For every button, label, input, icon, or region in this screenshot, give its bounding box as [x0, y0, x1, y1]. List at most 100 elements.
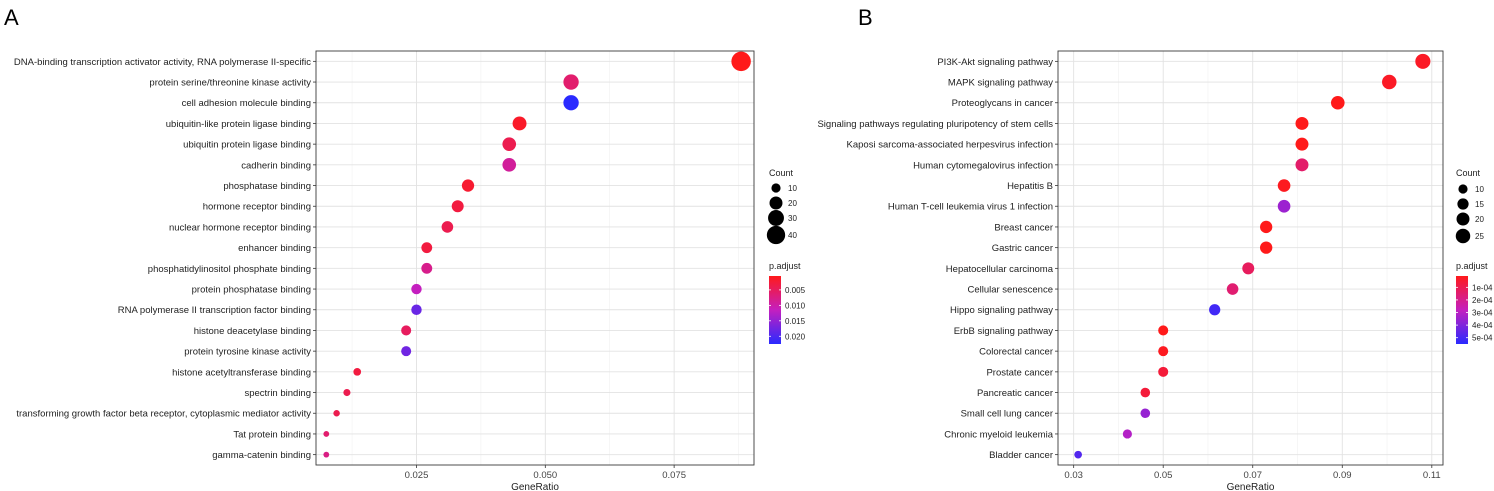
data-point: [421, 242, 433, 254]
category-label: Cellular senescence: [967, 284, 1053, 295]
category-label: Colorectal cancer: [979, 347, 1053, 358]
category-label: protein phosphatase binding: [192, 284, 311, 295]
category-label: phosphatase binding: [223, 181, 311, 192]
category-label: cell adhesion molecule binding: [182, 98, 311, 109]
size-legend-dot: [1455, 228, 1471, 244]
data-point: [1260, 220, 1273, 234]
data-point: [1140, 387, 1151, 398]
data-point: [1382, 74, 1397, 90]
data-point: [1295, 158, 1309, 172]
panel-b-kegg-enrichment-plot: B 0.03 0.05 0.07 0.09 0.11 PI3K-Akt signaling …: [817, 5, 1493, 491]
data-point: [1122, 429, 1132, 439]
size-legend-title: Count: [769, 168, 794, 178]
data-point: [353, 368, 362, 376]
size-legend-dot: [1457, 198, 1469, 210]
data-point: [1415, 53, 1431, 69]
category-label: cadherin binding: [241, 160, 311, 171]
plot-border: [1057, 50, 1444, 466]
size-legend-dot: [768, 210, 784, 226]
color-legend-label: 0.010: [785, 301, 806, 310]
data-point: [421, 262, 433, 274]
data-point: [1209, 304, 1221, 316]
size-legend-label: 10: [788, 184, 797, 193]
data-point: [1074, 450, 1082, 459]
data-point: [563, 95, 579, 111]
category-label: histone acetyltransferase binding: [172, 367, 311, 378]
category-label: DNA-binding transcription activator acti…: [14, 57, 311, 68]
data-point: [731, 51, 751, 72]
category-label: nuclear hormone receptor binding: [169, 222, 311, 233]
data-point: [502, 137, 517, 151]
data-point: [441, 221, 454, 233]
category-label: Gastric cancer: [992, 243, 1053, 254]
color-legend-label: 0.015: [785, 317, 806, 326]
category-label: Kaposi sarcoma-associated herpesvirus in…: [847, 140, 1053, 151]
data-point: [451, 200, 464, 213]
category-label: ErbB signaling pathway: [954, 326, 1054, 337]
data-point: [461, 179, 475, 192]
plot-area: [1058, 51, 1443, 465]
x-tick-label: 0.07: [1243, 470, 1262, 481]
category-label: Proteoglycans in cancer: [952, 98, 1053, 109]
size-legend-label: 20: [788, 199, 797, 208]
category-label: transforming growth factor beta receptor…: [16, 409, 311, 420]
size-legend-dot: [771, 183, 781, 193]
data-point: [1295, 137, 1309, 151]
data-point: [343, 388, 351, 397]
category-label: protein serine/threonine kinase activity: [149, 77, 311, 88]
x-tick-label: 0.03: [1064, 470, 1083, 481]
category-label: PI3K-Akt signaling pathway: [937, 57, 1053, 68]
category-label: Breast cancer: [994, 222, 1053, 233]
x-tick-label: 0.025: [405, 470, 429, 481]
category-label: Tat protein binding: [233, 429, 311, 440]
color-legend-label: 0.005: [785, 286, 806, 295]
category-label: Bladder cancer: [989, 450, 1053, 461]
color-legend-label: 3e-04: [1472, 309, 1493, 318]
category-label: Human cytomegalovirus infection: [913, 160, 1053, 171]
color-legend-title: p.adjust: [769, 261, 801, 271]
size-legend-title: Count: [1456, 168, 1481, 178]
category-label: gamma-catenin binding: [212, 450, 311, 461]
color-legend-label: 4e-04: [1472, 321, 1493, 330]
category-label: ubiquitin-like protein ligase binding: [166, 119, 311, 130]
size-legend-label: 15: [1475, 200, 1484, 209]
category-label: spectrin binding: [244, 388, 311, 399]
plot-area: [316, 51, 754, 465]
data-point: [411, 283, 422, 295]
size-legend-label: 10: [1475, 185, 1484, 194]
data-point: [1260, 241, 1273, 254]
data-point: [512, 116, 527, 131]
x-axis-title: GeneRatio: [511, 482, 559, 491]
category-label: Small cell lung cancer: [961, 409, 1053, 420]
data-point: [411, 304, 422, 315]
category-label: MAPK signaling pathway: [948, 77, 1053, 88]
size-legend-label: 20: [1475, 215, 1484, 224]
data-point: [333, 410, 340, 417]
panel-a-go-enrichment-plot: A 0.025 0.050 0.075 DNA-binding transcriptio…: [4, 5, 806, 491]
color-legend-bar: [1456, 276, 1468, 344]
data-point: [1158, 346, 1169, 357]
size-legend-dot: [769, 196, 783, 210]
panel-letter: A: [4, 5, 19, 30]
category-label: phosphatidylinositol phosphate binding: [148, 264, 311, 275]
category-label: Signaling pathways regulating pluripoten…: [817, 119, 1053, 130]
data-point: [1140, 408, 1151, 419]
color-legend-label: 5e-04: [1472, 334, 1493, 343]
color-legend-label: 0.020: [785, 332, 806, 341]
category-label: RNA polymerase II transcription factor b…: [118, 305, 311, 316]
data-point: [401, 346, 412, 357]
data-point: [1226, 283, 1239, 295]
size-legend-label: 30: [788, 214, 797, 223]
color-legend-bar: [769, 276, 781, 344]
x-tick-label: 0.075: [662, 470, 686, 481]
data-point: [1277, 179, 1291, 192]
size-legend-label: 25: [1475, 232, 1484, 241]
color-legend-title: p.adjust: [1456, 261, 1488, 271]
category-label: Pancreatic cancer: [977, 388, 1053, 399]
x-tick-label: 0.11: [1423, 470, 1441, 481]
size-legend-dot: [766, 225, 786, 245]
category-label: enhancer binding: [238, 243, 311, 254]
panel-letter: B: [858, 5, 873, 30]
data-point: [1242, 262, 1255, 275]
